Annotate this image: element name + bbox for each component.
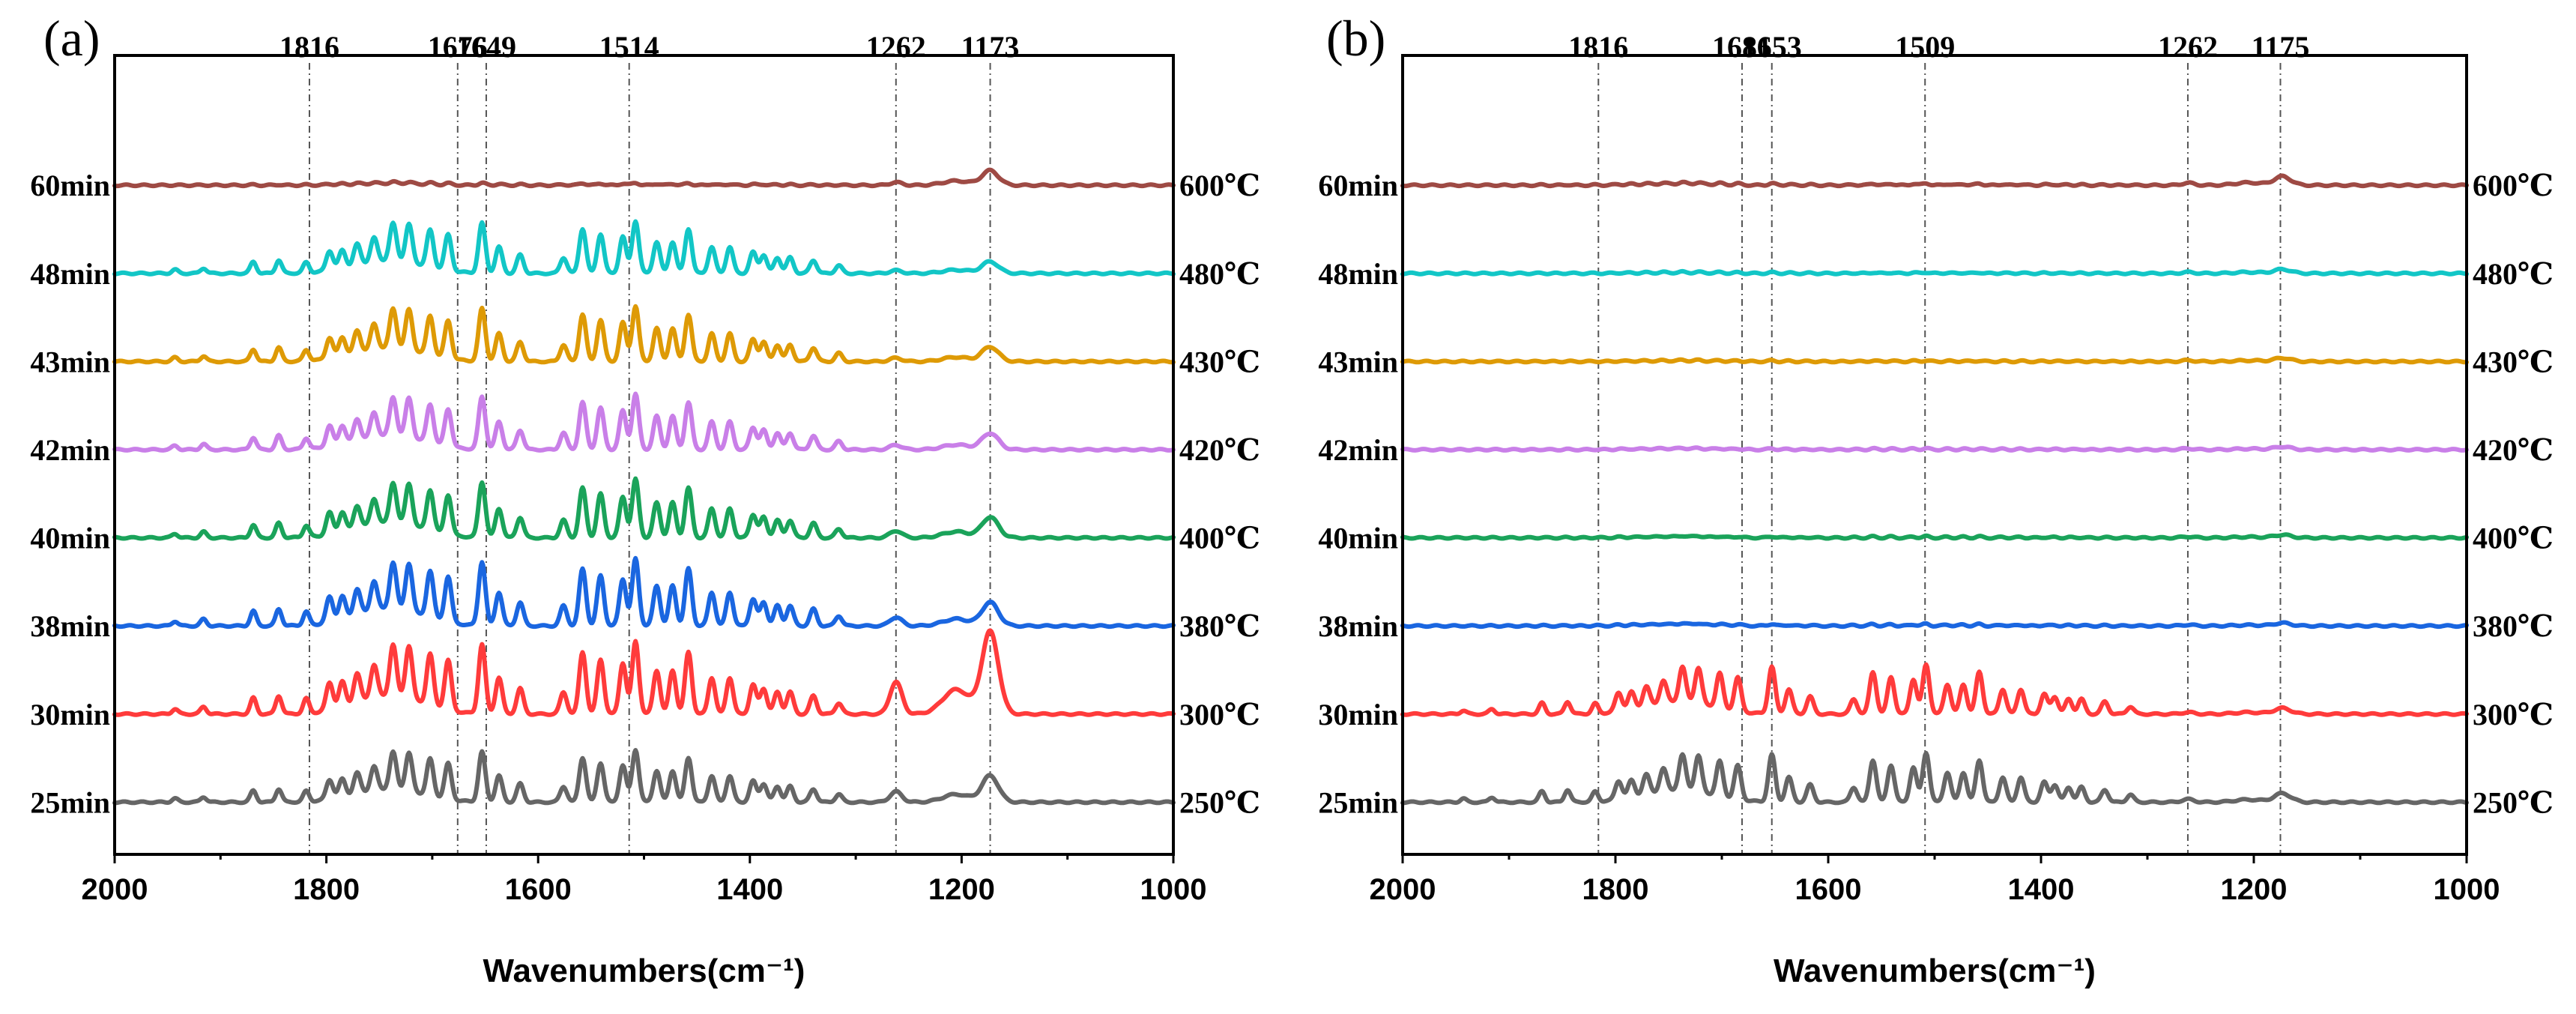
x-tick-label: 2000	[1370, 873, 1436, 906]
series-time-label: 30min	[1318, 698, 1398, 731]
series-temperature-label: 600℃	[2473, 169, 2554, 202]
series-line-60min	[112, 167, 1176, 189]
series-time-label: 43min	[1318, 345, 1398, 378]
series-temperature-label: 250℃	[1179, 785, 1260, 819]
series-line-42min	[112, 391, 1176, 453]
series-temperature-label: 400℃	[1179, 522, 1260, 555]
series-temperature-label: 300℃	[2473, 698, 2554, 731]
series-time-label: 40min	[1318, 522, 1398, 555]
series-time-label: 30min	[30, 698, 110, 731]
series-time-label: 25min	[1318, 785, 1398, 819]
series-temperature-label: 250℃	[2473, 785, 2554, 819]
peak-label: 1514	[599, 30, 659, 64]
series-temperature-label: 480℃	[1179, 257, 1260, 291]
series-time-label: 25min	[30, 785, 110, 819]
x-tick-label: 1400	[716, 873, 783, 906]
series-line-60min	[1400, 173, 2469, 189]
series-time-label: 38min	[30, 609, 110, 643]
series-line-38min	[112, 555, 1176, 630]
peak-label: 1262	[866, 30, 926, 64]
x-tick-label: 1800	[293, 873, 360, 906]
series-temperature-label: 380℃	[1179, 609, 1260, 643]
series-temperature-label: 420℃	[2473, 433, 2554, 467]
panel-label: (a)	[43, 10, 100, 67]
peak-label: 1262	[2158, 30, 2218, 64]
x-tick-label: 1600	[505, 873, 572, 906]
series-time-label: 48min	[1318, 257, 1398, 291]
peak-label: 1509	[1895, 30, 1955, 64]
series-time-label: 60min	[30, 169, 110, 202]
x-tick-label: 1000	[1140, 873, 1207, 906]
series-temperature-label: 420℃	[1179, 433, 1260, 467]
series-line-30min	[1400, 662, 2469, 717]
peak-label: 1175	[2252, 30, 2310, 64]
series-time-label: 42min	[30, 433, 110, 467]
x-tick-label: 1600	[1795, 873, 1862, 906]
x-tick-label: 1200	[2221, 873, 2288, 906]
x-tick-label: 1800	[1582, 873, 1649, 906]
panel-label: (b)	[1326, 10, 1385, 67]
series-time-label: 60min	[1318, 169, 1398, 202]
series-temperature-label: 430℃	[2473, 345, 2554, 378]
plot-frame	[113, 54, 1175, 856]
peak-label: 1676	[428, 30, 488, 64]
series-temperature-label: 600℃	[1179, 169, 1260, 202]
x-tick-label: 1400	[2008, 873, 2075, 906]
x-tick-label: 1200	[928, 873, 995, 906]
peak-label: 1649	[456, 30, 516, 64]
x-axis-title: Wavenumbers(cm⁻¹)	[483, 953, 805, 989]
series-line-38min	[1400, 620, 2469, 630]
peak-label: 1173	[961, 30, 1020, 64]
series-line-25min	[112, 748, 1176, 806]
series-time-label: 40min	[30, 522, 110, 555]
x-axis-title: Wavenumbers(cm⁻¹)	[1774, 953, 2096, 989]
series-line-30min	[112, 628, 1176, 717]
series-line-25min	[1400, 750, 2469, 806]
series-time-label: 48min	[30, 257, 110, 291]
series-time-label: 38min	[1318, 609, 1398, 643]
series-line-40min	[112, 476, 1176, 541]
series-line-43min	[1400, 355, 2469, 365]
series-time-label: 43min	[30, 345, 110, 378]
series-line-40min	[1400, 532, 2469, 541]
series-time-label: 42min	[1318, 433, 1398, 467]
peak-label: 1816	[1568, 30, 1628, 64]
series-line-43min	[112, 304, 1176, 365]
peak-label: 1681	[1712, 30, 1772, 64]
series-line-48min	[112, 219, 1176, 277]
x-tick-label: 2000	[82, 873, 148, 906]
plot-frame	[1401, 54, 2468, 856]
series-line-42min	[1400, 444, 2469, 453]
peak-label: 1816	[279, 30, 339, 64]
peak-label: 1653	[1742, 30, 1802, 64]
series-line-48min	[1400, 266, 2469, 277]
series-temperature-label: 400℃	[2473, 522, 2554, 555]
series-temperature-label: 430℃	[1179, 345, 1260, 378]
series-temperature-label: 480℃	[2473, 257, 2554, 291]
series-temperature-label: 300℃	[1179, 698, 1260, 731]
series-temperature-label: 380℃	[2473, 609, 2554, 643]
x-tick-label: 1000	[2434, 873, 2500, 906]
